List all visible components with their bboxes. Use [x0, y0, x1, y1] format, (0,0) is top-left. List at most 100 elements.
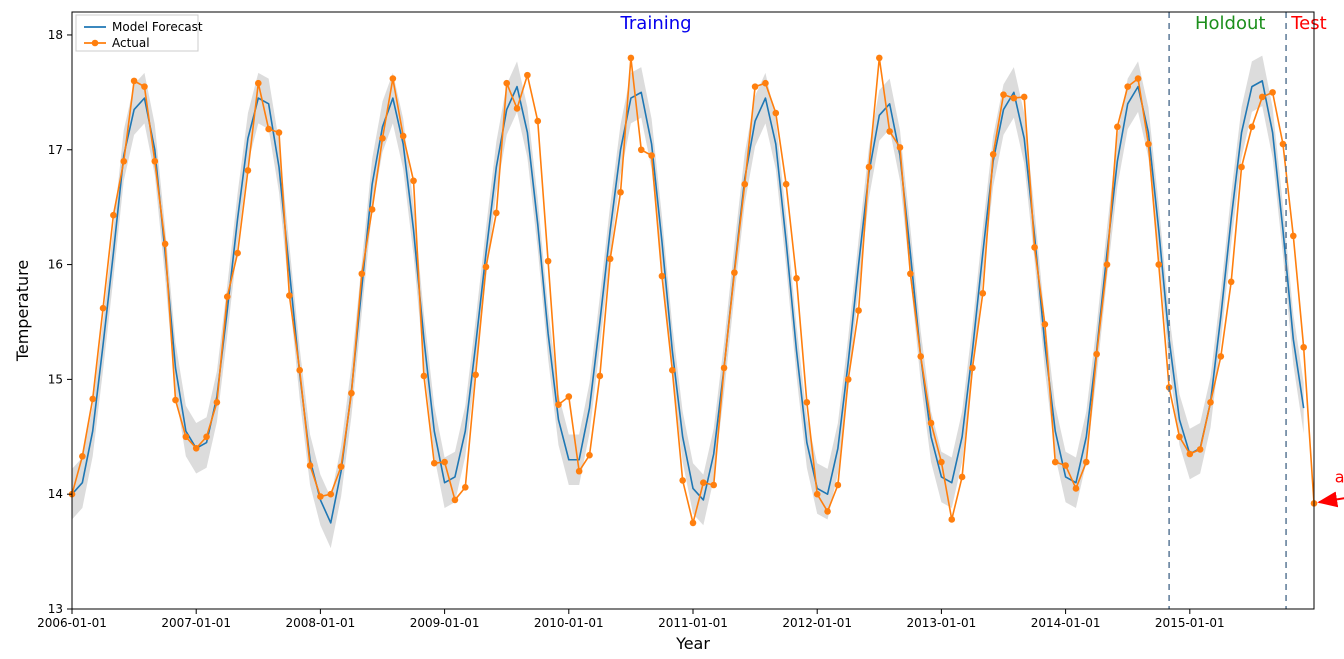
actual-marker: [369, 206, 376, 213]
actual-marker: [141, 83, 148, 90]
actual-marker: [317, 493, 324, 500]
actual-marker: [1145, 141, 1152, 148]
actual-marker: [835, 482, 842, 489]
actual-marker: [731, 269, 738, 276]
actual-marker: [431, 460, 438, 467]
actual-marker: [245, 167, 252, 174]
x-tick-label: 2008-01-01: [286, 616, 356, 630]
actual-marker: [586, 452, 593, 459]
actual-marker: [203, 433, 210, 440]
y-tick-label: 13: [48, 602, 63, 616]
actual-marker: [1104, 261, 1111, 268]
legend-item-label: Actual: [112, 36, 150, 50]
actual-marker: [100, 305, 107, 312]
actual-marker: [1052, 459, 1059, 466]
actual-marker: [110, 212, 117, 219]
actual-marker: [493, 210, 500, 217]
actual-marker: [1155, 261, 1162, 268]
actual-marker: [969, 365, 976, 372]
actual-marker: [959, 474, 966, 481]
actual-marker: [452, 497, 459, 504]
actual-marker: [152, 158, 159, 165]
actual-marker: [214, 399, 221, 406]
actual-marker: [79, 453, 86, 460]
actual-marker: [183, 433, 190, 440]
actual-marker: [1238, 164, 1245, 171]
actual-marker: [679, 477, 686, 484]
actual-marker: [1114, 124, 1121, 131]
actual-marker: [1073, 485, 1080, 492]
x-tick-label: 2014-01-01: [1031, 616, 1101, 630]
actual-marker: [524, 72, 531, 79]
actual-marker: [597, 373, 604, 380]
actual-marker: [1290, 233, 1297, 240]
actual-marker: [607, 256, 614, 263]
y-tick-label: 15: [48, 372, 63, 386]
actual-marker: [462, 484, 469, 491]
actual-marker: [359, 270, 366, 277]
x-tick-label: 2013-01-01: [907, 616, 977, 630]
actual-marker: [1062, 462, 1069, 469]
actual-marker: [1259, 94, 1266, 101]
actual-marker: [286, 292, 293, 299]
actual-marker: [1135, 75, 1142, 82]
actual-marker: [1207, 399, 1214, 406]
x-tick-label: 2010-01-01: [534, 616, 604, 630]
actual-marker: [886, 128, 893, 135]
actual-marker: [120, 158, 127, 165]
actual-marker: [1093, 351, 1100, 358]
x-tick-label: 2007-01-01: [161, 616, 231, 630]
actual-marker: [224, 293, 231, 300]
actual-marker: [659, 273, 666, 280]
actual-marker: [990, 151, 997, 158]
chart-svg: TrainingHoldoutTestanomaly13141516171820…: [0, 0, 1344, 659]
actual-marker: [845, 376, 852, 383]
actual-marker: [814, 491, 821, 498]
actual-marker: [1011, 95, 1018, 102]
actual-marker: [773, 110, 780, 117]
actual-marker: [1021, 94, 1028, 101]
actual-marker: [193, 445, 200, 452]
actual-marker: [1280, 141, 1287, 148]
actual-marker: [783, 181, 790, 188]
actual-marker: [855, 307, 862, 314]
x-tick-label: 2009-01-01: [410, 616, 480, 630]
actual-marker: [752, 83, 759, 90]
actual-marker: [948, 516, 955, 523]
actual-marker: [265, 126, 272, 133]
actual-marker: [1031, 244, 1038, 251]
actual-marker: [379, 135, 386, 142]
y-tick-label: 18: [48, 28, 63, 42]
actual-marker: [441, 459, 448, 466]
actual-marker: [617, 189, 624, 196]
x-tick-label: 2006-01-01: [37, 616, 107, 630]
actual-marker: [514, 105, 521, 112]
actual-marker: [741, 181, 748, 188]
actual-marker: [1197, 446, 1204, 453]
timeseries-chart: TrainingHoldoutTestanomaly13141516171820…: [0, 0, 1344, 659]
actual-marker: [172, 397, 179, 404]
anomaly-label: anomaly: [1335, 468, 1344, 487]
region-label: Training: [620, 13, 692, 34]
actual-marker: [628, 55, 635, 62]
x-tick-label: 2012-01-01: [782, 616, 852, 630]
region-label: Holdout: [1195, 13, 1265, 34]
actual-marker: [700, 479, 707, 486]
actual-marker: [1300, 344, 1307, 351]
actual-marker: [421, 373, 428, 380]
x-axis-label: Year: [675, 634, 710, 653]
actual-marker: [566, 393, 573, 400]
actual-marker: [980, 290, 987, 297]
actual-marker: [234, 250, 241, 257]
actual-marker: [690, 520, 697, 527]
actual-marker: [472, 371, 479, 378]
actual-marker: [534, 118, 541, 125]
actual-marker: [503, 80, 510, 87]
actual-marker: [793, 275, 800, 282]
x-tick-label: 2015-01-01: [1155, 616, 1225, 630]
actual-marker: [348, 390, 355, 397]
actual-marker: [131, 78, 138, 85]
actual-marker: [638, 146, 645, 153]
actual-marker: [907, 270, 914, 277]
actual-marker: [876, 55, 883, 62]
